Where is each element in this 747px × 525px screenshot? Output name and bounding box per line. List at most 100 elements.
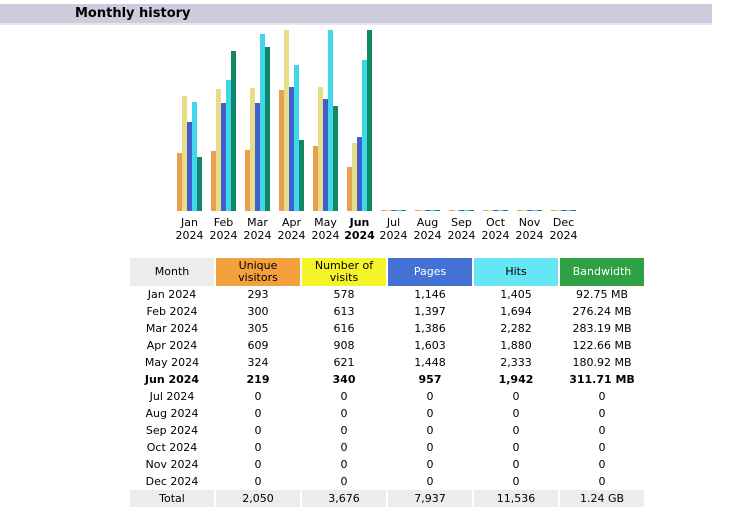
cell-month: Mar 2024	[145, 322, 199, 335]
table-row: Aug 2024 0 0 0 0 0	[130, 405, 644, 422]
year-label: 2024	[448, 229, 476, 242]
monthly-history-chart: Jan2024Feb2024Mar2024Apr2024May2024Jun20…	[176, 30, 578, 242]
total-hits: 11,536	[474, 490, 558, 507]
total-bandwidth: 1.24 GB	[560, 490, 644, 507]
cell-unique: 0	[254, 458, 262, 471]
month-label: Jul	[386, 216, 400, 229]
bar-hits	[464, 210, 469, 211]
cell-unique: 0	[254, 407, 262, 420]
bar-pages	[493, 210, 498, 211]
col-header-unique-visitors: Unique visitors	[216, 258, 300, 286]
cell-month: Sep 2024	[145, 424, 199, 437]
cell-month: Apr 2024	[146, 339, 198, 352]
bar-hits	[192, 102, 197, 211]
bar-number-of-visits	[284, 30, 289, 211]
bar-unique-visitors	[449, 210, 454, 211]
bar-hits	[396, 210, 401, 211]
bar-hits	[566, 210, 571, 211]
bar-hits	[294, 65, 299, 211]
bar-hits	[226, 80, 231, 211]
bar-number-of-visits	[488, 210, 493, 211]
year-label: 2024	[414, 229, 442, 242]
table-row: Oct 2024 0 0 0 0 0	[130, 439, 644, 456]
cell-bandwidth: 311.71 MB	[569, 373, 635, 386]
cell-month: Jan 2024	[147, 288, 197, 301]
table-row: Sep 2024 0 0 0 0 0	[130, 422, 644, 439]
bar-bandwidth	[435, 210, 440, 211]
col-header-bandwidth: Bandwidth	[560, 258, 644, 286]
bar-pages	[561, 210, 566, 211]
cell-bandwidth: 122.66 MB	[572, 339, 632, 352]
cell-unique: 0	[254, 424, 262, 437]
bar-unique-visitors	[313, 146, 318, 211]
cell-unique: 0	[254, 475, 262, 488]
bar-number-of-visits	[250, 88, 255, 211]
cell-visits: 578	[333, 288, 355, 301]
cell-pages: 1,146	[414, 288, 446, 301]
cell-visits: 340	[332, 373, 356, 386]
col-header-hits: Hits	[474, 258, 558, 286]
bar-bandwidth	[469, 210, 474, 211]
bar-unique-visitors	[211, 151, 216, 211]
bar-number-of-visits	[556, 210, 561, 211]
year-label: 2024	[380, 229, 408, 242]
bar-pages	[289, 87, 294, 211]
cell-month: May 2024	[144, 356, 200, 369]
cell-unique: 609	[247, 339, 269, 352]
cell-pages: 0	[426, 390, 434, 403]
bar-bandwidth	[231, 51, 236, 211]
cell-month: Jun 2024	[144, 373, 200, 386]
cell-hits: 0	[512, 441, 520, 454]
cell-month: Oct 2024	[146, 441, 198, 454]
cell-visits: 0	[340, 390, 348, 403]
bar-number-of-visits	[352, 143, 357, 211]
cell-bandwidth: 0	[598, 390, 606, 403]
month-label: Apr	[282, 216, 302, 229]
cell-month: Nov 2024	[145, 458, 199, 471]
bar-pages	[357, 137, 362, 211]
cell-visits: 0	[340, 458, 348, 471]
cell-visits: 0	[340, 441, 348, 454]
table-total-row: Total 2,050 3,676 7,937 11,536 1.24 GB	[130, 490, 644, 507]
cell-unique: 0	[254, 390, 262, 403]
cell-pages: 0	[426, 424, 434, 437]
cell-visits: 616	[333, 322, 355, 335]
cell-month: Aug 2024	[145, 407, 199, 420]
month-label: May	[314, 216, 337, 229]
month-label: Sep	[451, 216, 472, 229]
bar-unique-visitors	[381, 210, 386, 211]
cell-unique: 324	[247, 356, 269, 369]
total-unique: 2,050	[216, 490, 300, 507]
cell-unique: 300	[247, 305, 269, 318]
table-row: Mar 2024 305 616 1,386 2,282 283.19 MB	[130, 320, 644, 337]
table-row: May 2024 324 621 1,448 2,333 180.92 MB	[130, 354, 644, 371]
bar-unique-visitors	[483, 210, 488, 211]
cell-hits: 0	[512, 407, 520, 420]
cell-unique: 305	[247, 322, 269, 335]
bar-bandwidth	[503, 210, 508, 211]
cell-visits: 0	[340, 424, 348, 437]
bar-unique-visitors	[551, 210, 556, 211]
table-row: Jun 2024 219 340 957 1,942 311.71 MB	[130, 371, 644, 388]
bar-hits	[430, 210, 435, 211]
bar-hits	[532, 210, 537, 211]
year-label: 2024	[176, 229, 204, 242]
bar-number-of-visits	[182, 96, 187, 211]
table-row: Dec 2024 0 0 0 0 0	[130, 473, 644, 490]
section-title: Monthly history	[75, 6, 191, 21]
bar-number-of-visits	[420, 210, 425, 211]
month-label: Nov	[519, 216, 541, 229]
cell-hits: 1,880	[500, 339, 532, 352]
year-label: 2024	[516, 229, 544, 242]
bar-bandwidth	[571, 210, 576, 211]
col-header-number-of-visits: Number of visits	[302, 258, 386, 286]
cell-unique: 0	[254, 441, 262, 454]
bar-pages	[425, 210, 430, 211]
bar-unique-visitors	[279, 90, 284, 211]
bar-bandwidth	[197, 157, 202, 211]
table-row: Nov 2024 0 0 0 0 0	[130, 456, 644, 473]
bar-bandwidth	[265, 47, 270, 211]
cell-month: Jul 2024	[149, 390, 195, 403]
table-header-row: Month Unique visitors Number of visits P…	[130, 258, 644, 286]
col-header-pages: Pages	[388, 258, 472, 286]
